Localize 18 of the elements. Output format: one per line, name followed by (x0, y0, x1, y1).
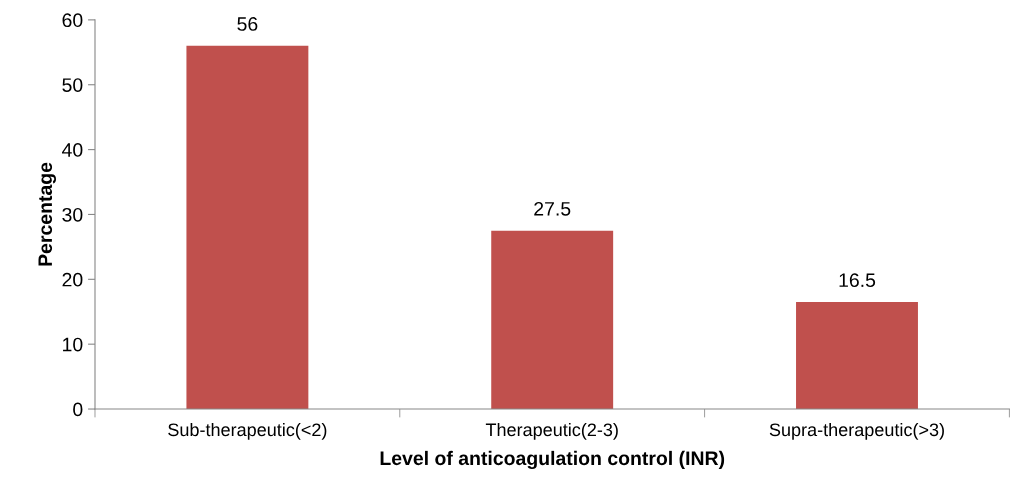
x-tick-label: Therapeutic(2-3) (485, 422, 618, 440)
y-tick-label: 30 (62, 207, 83, 222)
y-tick-label: 50 (62, 78, 83, 92)
bar (491, 230, 614, 410)
y-tick-label: 60 (62, 13, 83, 28)
x-axis-title: Level of anticoagulation control (INR) (380, 450, 725, 470)
y-tick-label: 20 (62, 272, 83, 287)
y-axis-title: Percentage (38, 162, 57, 266)
bar (796, 302, 918, 410)
data-label: 27.5 (534, 201, 571, 216)
x-tick-label: Sub-therapeutic(<2) (168, 422, 327, 440)
data-label: 16.5 (839, 273, 876, 288)
y-tick-label: 0 (73, 402, 83, 417)
data-label: 56 (237, 17, 258, 31)
y-tick-label: 40 (62, 143, 83, 157)
bar (186, 45, 309, 410)
y-tick-label: 10 (63, 337, 83, 352)
x-tick-label: Supra-therapeutic(>3) (769, 422, 944, 440)
